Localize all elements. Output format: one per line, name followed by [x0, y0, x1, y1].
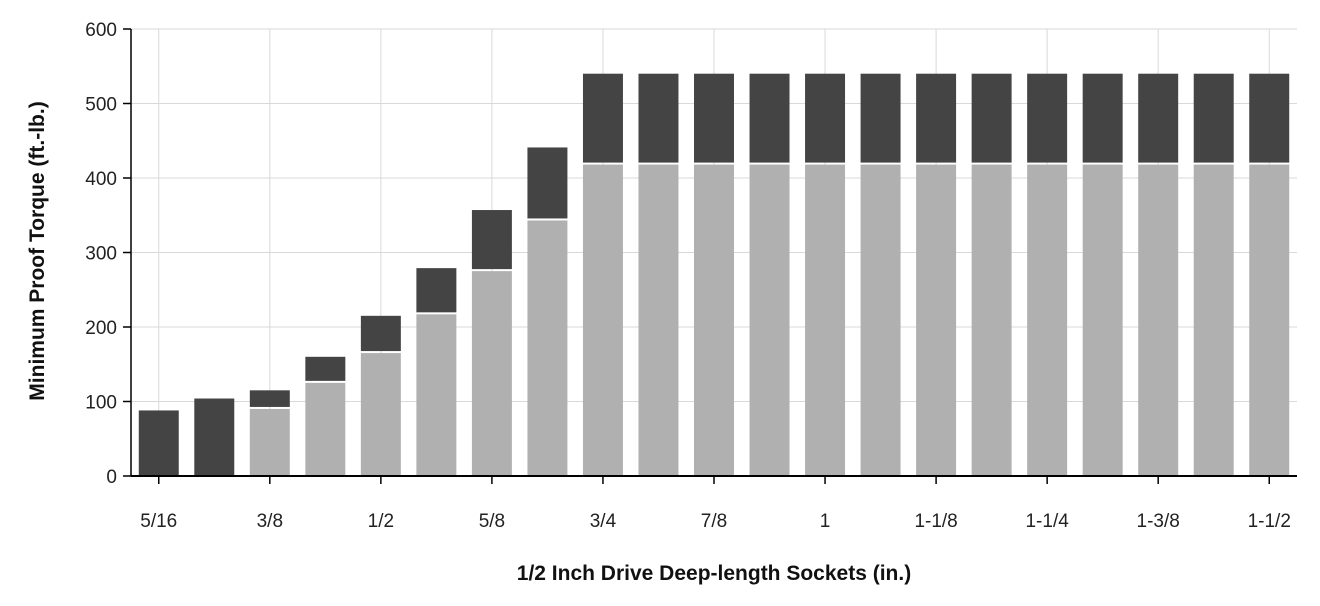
bar-segment-lower	[860, 164, 901, 476]
bar-segment-upper	[1138, 73, 1179, 163]
bar-segment-lower	[638, 164, 679, 476]
y-tick-label: 500	[85, 95, 117, 116]
x-tick-label: 1-1/8	[914, 511, 957, 532]
x-tick-label: 1-1/2	[1248, 511, 1291, 532]
bar-segment-upper	[582, 73, 623, 163]
bar-segment-upper	[1082, 73, 1123, 163]
y-tick-label: 200	[85, 318, 117, 339]
bar-segment-upper	[138, 410, 179, 476]
bar-segment-lower	[916, 164, 957, 476]
bar-segment-upper	[527, 147, 568, 219]
x-tick-label: 3/8	[257, 511, 283, 532]
x-tick-label: 5/8	[479, 511, 505, 532]
bar-segment-lower	[471, 271, 512, 476]
bar-segment-lower	[249, 408, 290, 476]
bar-segment-lower	[416, 314, 457, 476]
x-axis-label: 1/2 Inch Drive Deep-length Sockets (in.)	[517, 562, 911, 585]
bar-segment-lower	[360, 353, 401, 476]
x-tick-label: 1	[820, 511, 831, 532]
bar-segment-lower	[805, 164, 846, 476]
y-tick-label: 400	[85, 169, 117, 190]
bars	[138, 73, 1290, 476]
bar-segment-upper	[1027, 73, 1068, 163]
bar-segment-lower	[749, 164, 790, 476]
bar-segment-upper	[860, 73, 901, 163]
bar-segment-upper	[916, 73, 957, 163]
x-tick-labels: 5/16 3/8 1/2 5/8 3/4 7/8 1 1-1/8 1-1/4 1-3/8 1-1/2	[140, 511, 1291, 532]
x-tick-label: 1-3/8	[1137, 511, 1180, 532]
bar-segment-upper	[305, 356, 346, 381]
y-axis-label: Minimum Proof Torque (ft.-lb.)	[26, 101, 49, 400]
bar-segment-upper	[416, 268, 457, 313]
bar-segment-lower	[1027, 164, 1068, 476]
y-tick-labels: 0 100 200 300 400 500 600	[85, 20, 117, 488]
bar-segment-upper	[1249, 73, 1290, 163]
x-tick-label: 1-1/4	[1025, 511, 1069, 532]
bar-segment-lower	[1082, 164, 1123, 476]
y-tick-label: 0	[106, 467, 117, 488]
x-tick-label: 7/8	[701, 511, 727, 532]
bar-segment-lower	[1249, 164, 1290, 476]
axes	[123, 28, 1297, 484]
bar-segment-upper	[749, 73, 790, 163]
bar-segment-upper	[805, 73, 846, 163]
bar-segment-lower	[971, 164, 1012, 476]
bar-segment-lower	[1138, 164, 1179, 476]
bar-segment-lower	[1193, 164, 1234, 476]
bar-segment-upper	[694, 73, 734, 163]
y-tick-label: 100	[85, 393, 117, 414]
y-tick-label: 600	[85, 20, 117, 41]
bar-segment-lower	[305, 382, 346, 476]
x-tick-label: 5/16	[140, 511, 177, 532]
bar-segment-upper	[194, 398, 235, 476]
x-tick-label: 3/4	[590, 511, 617, 532]
bar-segment-upper	[360, 315, 401, 352]
bar-segment-upper	[1193, 73, 1234, 163]
x-tick-label: 1/2	[368, 511, 394, 532]
bar-segment-lower	[527, 220, 568, 476]
y-tick-label: 300	[85, 244, 117, 265]
bar-segment-upper	[471, 210, 512, 270]
bar-segment-lower	[582, 164, 623, 476]
bar-segment-upper	[249, 390, 290, 407]
bar-segment-upper	[638, 73, 679, 163]
bar-segment-lower	[694, 164, 734, 476]
bar-segment-upper	[971, 73, 1012, 163]
